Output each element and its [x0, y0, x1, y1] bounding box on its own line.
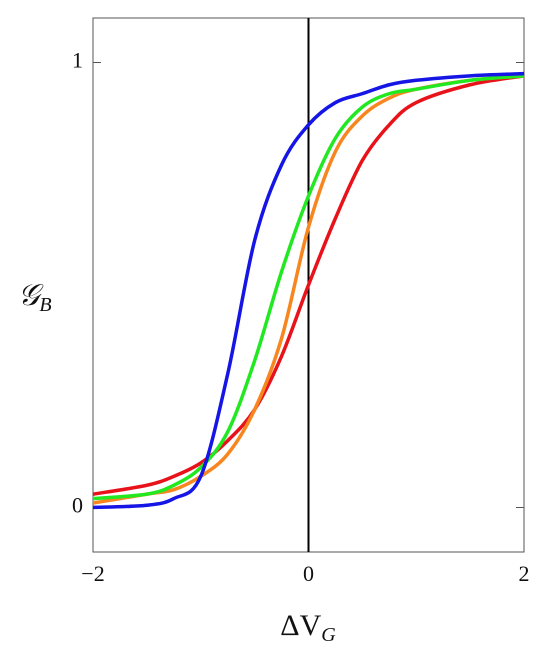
y-axis-label: 𝒢B: [18, 279, 52, 316]
x-tick-label: −2: [81, 561, 104, 586]
y-label-sub: B: [39, 294, 51, 316]
x-tick-label: 0: [303, 561, 314, 586]
series-line: [92, 71, 525, 510]
series-line: [92, 74, 525, 501]
x-label-main: ΔV: [280, 609, 321, 642]
x-axis-label: ΔVG: [280, 609, 336, 646]
x-tick-label: 2: [519, 561, 530, 586]
series-line: [92, 74, 525, 496]
y-tick-label: 0: [72, 493, 83, 518]
x-label-sub: G: [321, 624, 336, 646]
y-tick-label: 1: [72, 48, 83, 73]
